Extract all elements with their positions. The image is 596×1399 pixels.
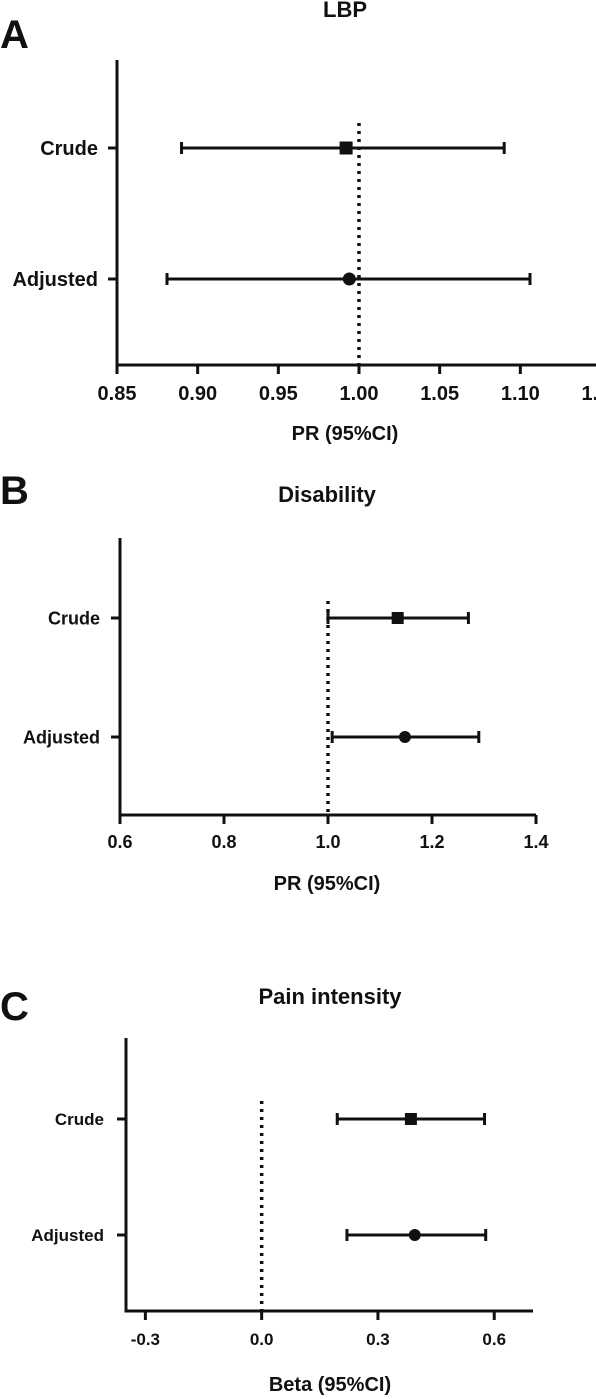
- x-tick-label: 0.8: [211, 832, 236, 852]
- x-tick-label: 0.3: [366, 1330, 390, 1349]
- panel-b-title: Disability: [278, 482, 377, 507]
- panel-a-x-axis-label: PR (95%CI): [292, 423, 399, 445]
- panel-b-x-axis-label: PR (95%CI): [274, 873, 381, 895]
- x-tick-label: 0.85: [98, 383, 137, 405]
- x-tick-label: 0.95: [259, 383, 298, 405]
- x-tick-label: 1.05: [420, 383, 459, 405]
- panel-c: C Pain intensity Beta (95%CI) -0.3 0.0 0.3…: [0, 984, 533, 1396]
- panel-c-plot-area: -0.3 0.0 0.3 0.6 Crude Adjusted: [31, 1038, 533, 1349]
- point-estimate-square: [404, 1113, 417, 1125]
- panel-a-letter: A: [0, 13, 29, 57]
- x-tick-label: 1.2: [419, 832, 444, 852]
- panel-a-plot-area: 0.85 0.90 0.95 1.00 1.05 1.10 1.15 Crude Adjuste…: [12, 60, 596, 405]
- x-tick-label: 1.10: [501, 383, 540, 405]
- category-label-crude: Crude: [40, 138, 98, 160]
- x-tick-label: 1.0: [315, 832, 340, 852]
- x-tick-label: 0.6: [107, 832, 132, 852]
- x-tick-label: 0.0: [250, 1330, 274, 1349]
- x-tick-label: 0.6: [482, 1330, 506, 1349]
- x-tick-label: -0.3: [131, 1330, 160, 1349]
- point-estimate-square: [339, 141, 353, 155]
- point-estimate-square: [391, 612, 404, 624]
- category-label-crude: Crude: [48, 608, 100, 628]
- x-tick-label: 0.90: [178, 383, 217, 405]
- panel-b-letter: B: [0, 469, 29, 513]
- panel-c-title: Pain intensity: [258, 984, 402, 1009]
- category-label-crude: Crude: [55, 1110, 104, 1129]
- x-tick-label: 1.00: [340, 383, 379, 405]
- panel-a: A LBP PR (95%CI) 0.85 0.90 0.95 1.00 1.05 1.1…: [0, 0, 596, 445]
- x-tick-label: 1.15: [582, 383, 596, 405]
- point-estimate-circle: [398, 731, 411, 743]
- panel-c-letter: C: [0, 985, 29, 1029]
- category-label-adjusted: Adjusted: [23, 727, 100, 747]
- point-estimate-circle: [408, 1229, 421, 1241]
- x-tick-label: 1.4: [523, 832, 548, 852]
- point-estimate-circle: [342, 272, 356, 286]
- category-label-adjusted: Adjusted: [31, 1226, 104, 1245]
- panel-c-x-axis-label: Beta (95%CI): [269, 1374, 391, 1396]
- panel-b-plot-area: 0.6 0.8 1.0 1.2 1.4 Crude Adjusted: [23, 538, 549, 852]
- panel-a-title: LBP: [323, 0, 367, 22]
- category-label-adjusted: Adjusted: [12, 269, 98, 291]
- panel-b: B Disability PR (95%CI) 0.6 0.8 1.0 1.2 1.4 C…: [0, 469, 549, 895]
